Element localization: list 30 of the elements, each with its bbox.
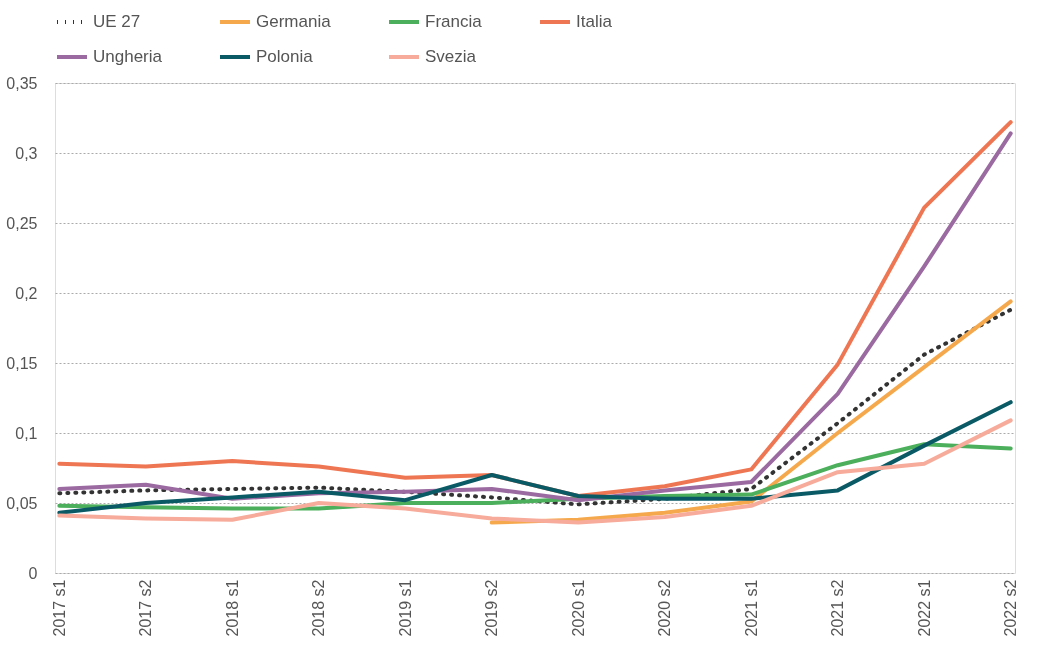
y-tick-label: 0 — [28, 564, 38, 582]
x-tick-label: 2022 s1 — [915, 579, 933, 637]
legend-label: Italia — [576, 12, 613, 31]
x-tick-label: 2020 s1 — [569, 579, 587, 637]
legend-label: Germania — [256, 12, 332, 31]
legend-label: Francia — [425, 12, 483, 31]
y-tick-label: 0,1 — [15, 424, 38, 442]
y-tick-label: 0,05 — [6, 494, 38, 512]
x-tick-label: 2021 s1 — [742, 579, 760, 637]
x-tick-label: 2018 s1 — [223, 579, 241, 637]
y-tick-label: 0,15 — [6, 354, 38, 372]
x-tick-label: 2018 s2 — [310, 579, 328, 637]
x-tick-label: 2020 s2 — [656, 579, 674, 637]
legend-label: Svezia — [425, 47, 477, 66]
legend-label: Polonia — [256, 47, 314, 66]
x-tick-label: 2017 s1 — [50, 579, 68, 637]
y-tick-label: 0,35 — [6, 74, 38, 92]
legend-label: Ungheria — [93, 47, 163, 66]
y-tick-label: 0,25 — [6, 214, 38, 232]
line-series — [57, 418, 1013, 525]
x-tick-label: 2019 s2 — [483, 579, 501, 637]
line-series — [57, 400, 1013, 515]
x-tick-label: 2017 s2 — [137, 579, 155, 637]
y-tick-label: 0,3 — [15, 144, 38, 162]
x-tick-label: 2022 s2 — [1002, 579, 1020, 637]
legend-label: UE 27 — [93, 12, 141, 31]
y-tick-label: 0,2 — [15, 284, 38, 302]
x-tick-label: 2019 s1 — [396, 579, 414, 637]
x-tick-label: 2021 s2 — [829, 579, 847, 637]
line-series — [57, 307, 1013, 507]
